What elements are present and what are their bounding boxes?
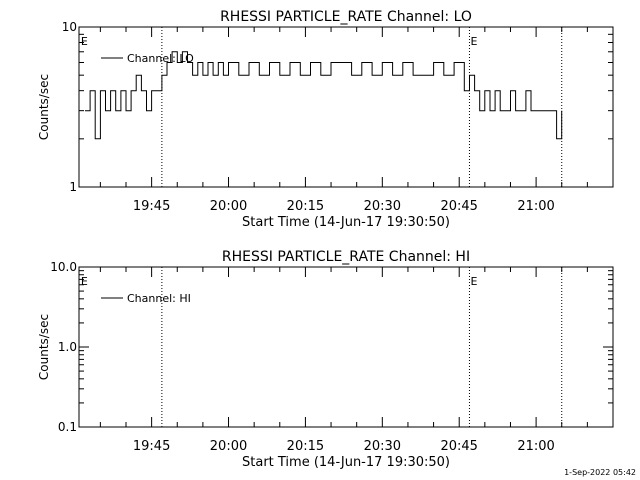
- event-marker-label: E: [81, 275, 88, 288]
- x-tick-label: 20:45: [440, 439, 477, 454]
- y-axis-label: Counts/sec: [37, 74, 51, 140]
- chart-title: RHESSI PARTICLE_RATE Channel: LO: [220, 9, 472, 25]
- x-tick-label: 20:30: [364, 439, 401, 454]
- x-axis-label: Start Time (14-Jun-17 19:30:50): [242, 455, 450, 470]
- x-tick-label: 21:00: [517, 199, 554, 214]
- event-marker-label: E: [470, 275, 477, 288]
- x-tick-label: 20:30: [364, 199, 401, 214]
- x-tick-label: 20:15: [287, 199, 324, 214]
- y-tick-label: 1.0: [58, 340, 77, 354]
- hi-channel-panel: RHESSI PARTICLE_RATE Channel: HI Counts/s…: [37, 249, 614, 470]
- y-tick-label: 1: [69, 180, 77, 194]
- x-tick-label: 20:00: [210, 439, 247, 454]
- series-line-lo: [85, 51, 563, 140]
- x-tick-label: 19:45: [133, 439, 170, 454]
- chart-title: RHESSI PARTICLE_RATE Channel: HI: [222, 249, 470, 265]
- x-tick-label: 20:15: [287, 439, 324, 454]
- y-tick-label: 0.1: [58, 420, 77, 434]
- lo-channel-panel: RHESSI PARTICLE_RATE Channel: LO Counts/s…: [37, 9, 614, 230]
- generated-timestamp: 1-Sep-2022 05:42: [564, 468, 636, 477]
- x-tick-label: 21:00: [517, 439, 554, 454]
- x-tick-label: 20:00: [210, 199, 247, 214]
- y-tick-label: 10.0: [50, 260, 77, 274]
- event-marker-label: E: [470, 35, 477, 48]
- legend-label: Channel: LO: [127, 52, 194, 65]
- x-tick-label: 20:45: [440, 199, 477, 214]
- plot-frame: [78, 266, 614, 428]
- y-tick-label: 10: [62, 20, 77, 34]
- event-marker-label: E: [81, 35, 88, 48]
- x-tick-label: 19:45: [133, 199, 170, 214]
- plot-frame: [78, 26, 614, 188]
- y-axis-label: Counts/sec: [37, 314, 51, 380]
- legend-label: Channel: HI: [127, 292, 191, 305]
- x-axis-label: Start Time (14-Jun-17 19:30:50): [242, 215, 450, 230]
